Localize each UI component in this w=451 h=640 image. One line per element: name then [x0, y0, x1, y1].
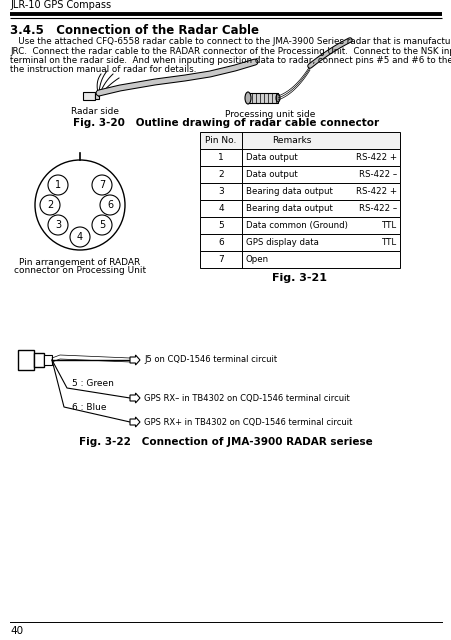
Bar [199, 234, 399, 251]
Text: Open: Open [245, 255, 268, 264]
Polygon shape [130, 355, 140, 365]
Text: 40: 40 [10, 626, 23, 636]
Text: GPS display data: GPS display data [245, 238, 318, 247]
Circle shape [92, 175, 112, 195]
Text: 6: 6 [218, 238, 223, 247]
Text: JLR-10 GPS Compass: JLR-10 GPS Compass [10, 0, 111, 10]
Bar [199, 149, 399, 166]
Text: 4: 4 [77, 232, 83, 242]
Bar [34, 353, 44, 367]
Bar [199, 200, 399, 217]
Text: 1: 1 [218, 153, 223, 162]
Text: Pin arrangement of RADAR: Pin arrangement of RADAR [19, 258, 140, 267]
Circle shape [92, 215, 112, 235]
Ellipse shape [276, 94, 279, 102]
Text: RS-422 –: RS-422 – [358, 204, 396, 213]
Bar [199, 183, 399, 200]
Bar [199, 166, 399, 183]
Text: 3.4.5   Connection of the Radar Cable: 3.4.5 Connection of the Radar Cable [10, 24, 258, 37]
Text: RS-422 –: RS-422 – [358, 170, 396, 179]
Text: Pin No.: Pin No. [205, 136, 236, 145]
Text: Processing unit side: Processing unit side [224, 110, 314, 119]
Text: TTL: TTL [381, 221, 396, 230]
Bar [18, 350, 34, 370]
Text: TTL: TTL [381, 238, 396, 247]
Text: 3: 3 [55, 220, 61, 230]
Text: Radar side: Radar side [71, 107, 119, 116]
Text: connector on Processing Unit: connector on Processing Unit [14, 266, 146, 275]
Text: Data output: Data output [245, 170, 297, 179]
Text: 4: 4 [218, 204, 223, 213]
Bar [95, 93, 99, 99]
Text: 3: 3 [218, 187, 223, 196]
Text: GPS RX+ in TB4302 on CQD-1546 terminal circuit: GPS RX+ in TB4302 on CQD-1546 terminal c… [144, 417, 352, 426]
Text: 6: 6 [107, 200, 113, 210]
Text: 7: 7 [218, 255, 223, 264]
Text: RS-422 +: RS-422 + [355, 153, 396, 162]
Text: Data common (Ground): Data common (Ground) [245, 221, 347, 230]
Circle shape [70, 227, 90, 247]
Text: Fig. 3-20   Outline drawing of radar cable connector: Fig. 3-20 Outline drawing of radar cable… [73, 118, 378, 128]
Bar [199, 217, 399, 234]
Bar [199, 132, 399, 149]
Text: Data output: Data output [245, 153, 297, 162]
Text: Fig. 3-21: Fig. 3-21 [272, 273, 327, 283]
Text: Fig. 3-22   Connection of JMA-3900 RADAR seriese: Fig. 3-22 Connection of JMA-3900 RADAR s… [79, 437, 372, 447]
Circle shape [48, 175, 68, 195]
Text: Use the attached CFQ-6558 radar cable to connect to the JMA-3900 Series radar th: Use the attached CFQ-6558 radar cable to… [10, 37, 451, 46]
Bar [248, 93, 277, 103]
Text: Bearing data output: Bearing data output [245, 204, 332, 213]
Bar [44, 355, 52, 365]
Ellipse shape [244, 92, 250, 104]
Circle shape [48, 215, 68, 235]
Text: 7: 7 [99, 180, 105, 190]
Text: RS-422 +: RS-422 + [355, 187, 396, 196]
Text: Remarks: Remarks [272, 136, 311, 145]
Circle shape [100, 195, 120, 215]
Text: 6 : Blue: 6 : Blue [72, 403, 106, 412]
Text: 1: 1 [55, 180, 61, 190]
Text: 2: 2 [218, 170, 223, 179]
Text: JRC.  Connect the radar cable to the RADAR connector of the Processing Unit.  Co: JRC. Connect the radar cable to the RADA… [10, 47, 451, 56]
Text: 5: 5 [99, 220, 105, 230]
Bar [199, 251, 399, 268]
Circle shape [35, 160, 125, 250]
Text: 5: 5 [218, 221, 223, 230]
Bar [83, 92, 95, 100]
Polygon shape [130, 417, 140, 427]
Text: GPS RX– in TB4302 on CQD-1546 terminal circuit: GPS RX– in TB4302 on CQD-1546 terminal c… [144, 394, 349, 403]
Text: terminal on the radar side.  And when inputing position data to radar, connect p: terminal on the radar side. And when inp… [10, 56, 451, 65]
Text: 5 : Green: 5 : Green [72, 379, 114, 388]
Circle shape [40, 195, 60, 215]
Text: 2: 2 [47, 200, 53, 210]
Text: Bearing data output: Bearing data output [245, 187, 332, 196]
Text: J5 on CQD-1546 terminal circuit: J5 on CQD-1546 terminal circuit [144, 355, 276, 365]
Polygon shape [130, 393, 140, 403]
Text: the instruction manual of radar for details.: the instruction manual of radar for deta… [10, 65, 196, 74]
